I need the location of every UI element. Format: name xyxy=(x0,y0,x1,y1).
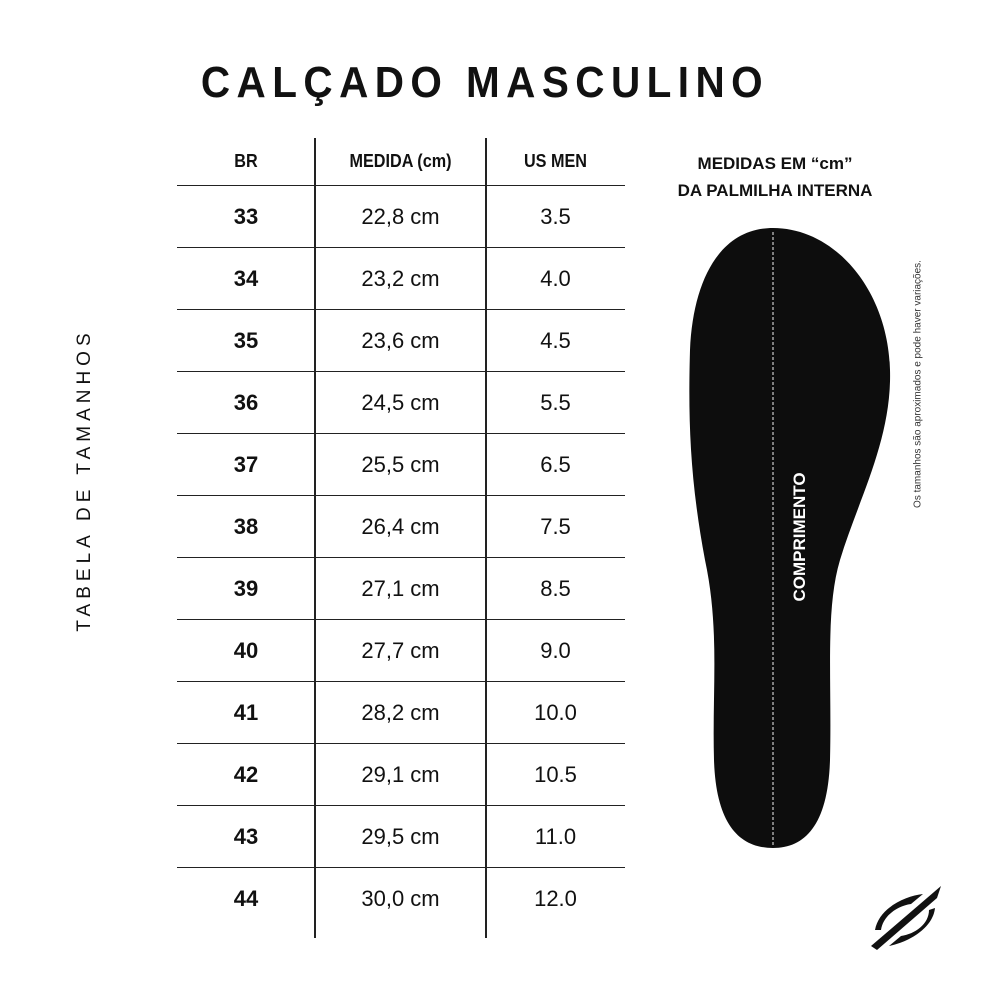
row-medida: 27,1 cm xyxy=(361,575,440,601)
row-br: 37 xyxy=(233,451,259,477)
row-br: 35 xyxy=(233,327,259,353)
measure-line-1: MEDIDAS EM “cm” xyxy=(697,154,853,173)
column-divider xyxy=(314,138,316,938)
row-br: 39 xyxy=(233,575,259,601)
table-header: BR MEDIDA (cm) US MEN xyxy=(177,138,625,186)
size-table: BR MEDIDA (cm) US MEN 33 22,8 cm 3.5 34 23,2… xyxy=(177,138,625,929)
row-medida: 30,0 cm xyxy=(361,885,440,911)
row-us-men: 8.5 xyxy=(540,575,571,601)
row-us-men: 7.5 xyxy=(540,513,571,539)
row-br: 33 xyxy=(233,203,259,229)
header-medida: MEDIDA (cm) xyxy=(349,151,452,171)
row-us-men: 10.5 xyxy=(534,761,577,787)
row-us-men: 10.0 xyxy=(534,699,577,725)
row-us-men: 12.0 xyxy=(534,885,577,911)
table-row: 35 23,6 cm 4.5 xyxy=(177,310,625,372)
header-br: BR xyxy=(234,151,258,171)
table-row: 37 25,5 cm 6.5 xyxy=(177,434,625,496)
table-row: 33 22,8 cm 3.5 xyxy=(177,186,625,248)
row-br: 34 xyxy=(233,265,259,291)
header-us-men: US MEN xyxy=(523,151,587,171)
table-row: 43 29,5 cm 11.0 xyxy=(177,806,625,868)
row-medida: 22,8 cm xyxy=(361,203,440,229)
table-row: 39 27,1 cm 8.5 xyxy=(177,558,625,620)
table-row: 38 26,4 cm 7.5 xyxy=(177,496,625,558)
row-br: 42 xyxy=(233,761,259,787)
measure-line-2: DA PALMILHA INTERNA xyxy=(677,181,873,200)
row-us-men: 9.0 xyxy=(540,637,571,663)
row-br: 41 xyxy=(233,699,259,725)
row-medida: 23,2 cm xyxy=(361,265,440,291)
row-br: 38 xyxy=(233,513,259,539)
page-title: CALÇADO MASCULINO xyxy=(200,58,770,107)
row-br: 44 xyxy=(233,885,259,911)
table-row: 36 24,5 cm 5.5 xyxy=(177,372,625,434)
brand-logo-icon xyxy=(871,886,941,950)
row-br: 36 xyxy=(233,389,259,415)
insole-shape xyxy=(689,228,891,848)
row-us-men: 3.5 xyxy=(540,203,571,229)
table-row: 40 27,7 cm 9.0 xyxy=(177,620,625,682)
row-medida: 23,6 cm xyxy=(361,327,440,353)
row-us-men: 4.0 xyxy=(540,265,571,291)
row-us-men: 11.0 xyxy=(534,823,577,849)
row-medida: 24,5 cm xyxy=(361,389,440,415)
row-medida: 26,4 cm xyxy=(361,513,440,539)
table-row: 34 23,2 cm 4.0 xyxy=(177,248,625,310)
disclaimer-note: Os tamanhos são aproximados e pode haver… xyxy=(912,260,924,508)
measure-caption: MEDIDAS EM “cm” DA PALMILHA INTERNA xyxy=(640,150,910,204)
row-medida: 29,5 cm xyxy=(361,823,440,849)
row-us-men: 6.5 xyxy=(540,451,571,477)
row-medida: 25,5 cm xyxy=(361,451,440,477)
table-row: 41 28,2 cm 10.0 xyxy=(177,682,625,744)
row-br: 43 xyxy=(233,823,259,849)
row-medida: 27,7 cm xyxy=(361,637,440,663)
column-divider xyxy=(485,138,487,938)
row-br: 40 xyxy=(233,637,259,663)
table-row: 44 30,0 cm 12.0 xyxy=(177,868,625,929)
row-medida: 28,2 cm xyxy=(361,699,440,725)
row-us-men: 5.5 xyxy=(540,389,571,415)
row-us-men: 4.5 xyxy=(540,327,571,353)
insole-length-label: COMPRIMENTO xyxy=(790,472,809,602)
table-row: 42 29,1 cm 10.5 xyxy=(177,744,625,806)
row-medida: 29,1 cm xyxy=(361,761,440,787)
